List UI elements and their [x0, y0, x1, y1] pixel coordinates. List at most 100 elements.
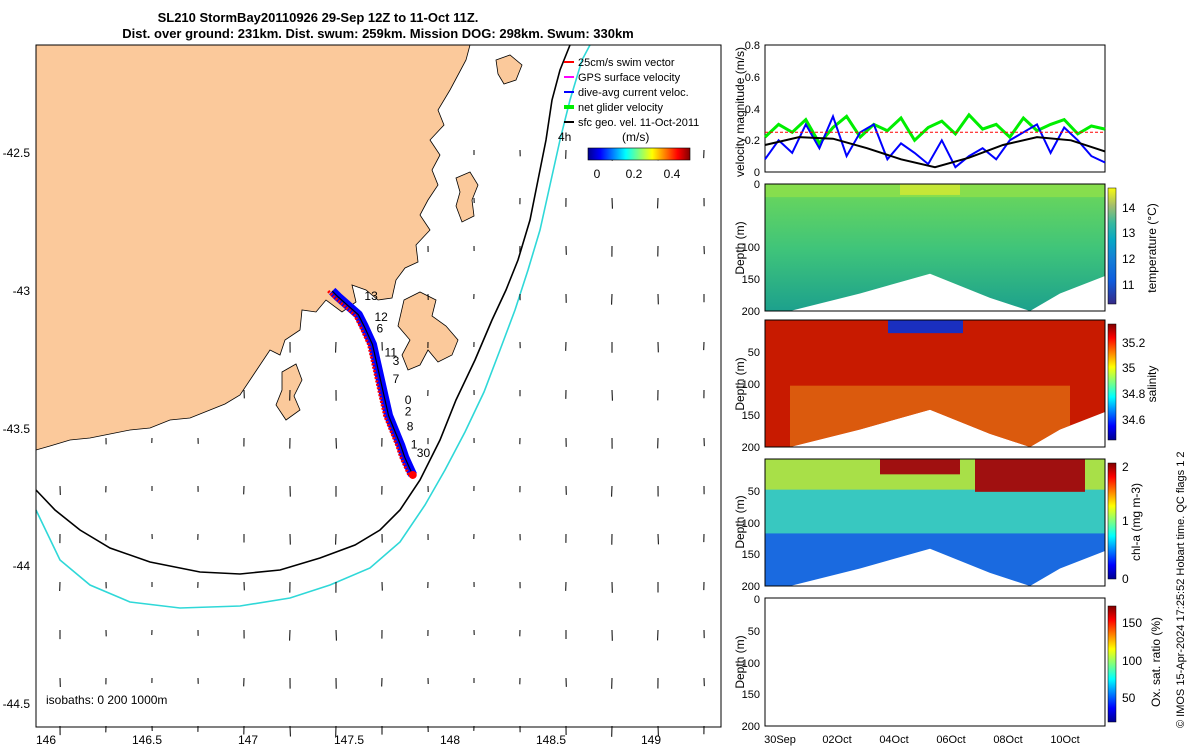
temperature-colorbar	[1107, 187, 1117, 305]
ox-y-tick-0: 0	[754, 594, 760, 606]
chl-cbar-tick-0: 0	[1122, 572, 1129, 586]
chl-y-tick-1: 50	[748, 486, 760, 498]
title-line-1: SL210 StormBay20110926 29-Sep 12Z to 11-…	[158, 10, 479, 25]
swim-vector-track	[327, 290, 411, 476]
velocity-geo-series	[764, 136, 1106, 169]
time-tick-1: 02Oct	[822, 734, 851, 746]
hours-label: 4h	[558, 130, 571, 144]
temp-y-tick-0: 0	[754, 179, 760, 191]
sal-cbar-tick-0: 34.6	[1122, 413, 1146, 427]
track-end-marker	[408, 470, 417, 479]
sal-cbar-tick-3: 35.2	[1122, 336, 1146, 350]
day-label-4: 3	[393, 354, 400, 368]
chlorophyll-cbar-label: chl-a (mg m-3)	[1129, 483, 1143, 561]
legend-swim-label: 25cm/s swim vector	[578, 57, 675, 69]
sal-cbar-tick-2: 35	[1122, 361, 1136, 375]
map-colorbar-title: (m/s)	[622, 130, 649, 144]
day-label-0: 13	[364, 289, 378, 303]
time-tick-4: 08Oct	[993, 734, 1022, 746]
day-label-7: 2	[405, 405, 412, 419]
salinity-frame	[764, 319, 1106, 448]
velocity-ylabel: velocity magnitude (m/s)	[733, 47, 747, 177]
temperature-warm-patch	[900, 184, 960, 195]
chl-y-tick-2: 100	[742, 518, 760, 530]
map-y-tick-3: -44	[13, 559, 31, 573]
map-y-axis: -42.5 -43 -43.5 -44 -44.5	[3, 146, 31, 711]
ox-cbar-tick-1: 100	[1122, 654, 1142, 668]
gps-track-line	[331, 290, 414, 476]
temp-y-tick-4: 200	[742, 306, 760, 318]
time-tick-0: 30Sep	[764, 734, 796, 746]
oxygen-panel: Depth (m) 0 50 100 150 200 50 100 150 Ox…	[733, 594, 1163, 746]
title-line-2: Dist. over ground: 231km. Dist. swum: 25…	[122, 26, 634, 41]
temperature-cbar-label: temperature (°C)	[1145, 203, 1159, 293]
map-y-tick-0: -42.5	[3, 146, 31, 160]
sal-cbar-tick-1: 34.8	[1122, 387, 1146, 401]
map-x-tick-2: 147	[238, 733, 258, 747]
map-legend: 25cm/s swim vector GPS surface velocity …	[558, 57, 699, 181]
ox-y-tick-3: 150	[742, 689, 760, 701]
ox-cbar-tick-2: 150	[1122, 616, 1142, 630]
ox-y-tick-1: 50	[748, 626, 760, 638]
velocity-panel: velocity magnitude (m/s) 0 0.2 0.4 0.6 0…	[733, 40, 1106, 179]
chl-y-tick-4: 200	[742, 581, 760, 593]
sal-y-tick-4: 200	[742, 442, 760, 454]
day-label-5: 7	[393, 372, 400, 386]
map-x-axis: 146 146.5 147 147.5 148 148.5 149	[36, 733, 661, 747]
salinity-panel: Depth (m) 50 100 150 200 34.6 34.8 35 35…	[733, 319, 1159, 454]
map-x-tick-3: 147.5	[334, 733, 364, 747]
sal-y-tick-1: 50	[748, 347, 760, 359]
isobath-label: isobaths: 0 200 1000m	[46, 693, 167, 707]
day-label-8: 8	[407, 419, 414, 433]
oxygen-frame	[764, 597, 1106, 727]
chlorophyll-frame	[764, 458, 1106, 587]
map-frame	[35, 44, 722, 728]
oxygen-colorbar	[1107, 605, 1117, 723]
map-colorbar-tick-1: 0.2	[626, 167, 643, 181]
map-y-tick-2: -43.5	[3, 422, 31, 436]
credit-text: © IMOS 15-Apr-2024 17:25:52 Hobart time.…	[1175, 451, 1187, 728]
day-label-3: 11	[385, 345, 398, 359]
oxygen-cbar-label: Ox. sat. ratio (%)	[1149, 617, 1163, 707]
chl-cbar-tick-1: 1	[1122, 514, 1129, 528]
land-island-maria	[455, 171, 479, 223]
surface-velocity-vectors	[59, 149, 705, 737]
temp-y-tick-3: 150	[742, 274, 760, 286]
isobath-200m	[35, 44, 571, 575]
temperature-ylabel: Depth (m)	[733, 221, 747, 274]
chl-bloom-left	[880, 459, 960, 475]
chl-y-tick-3: 150	[742, 549, 760, 561]
temp-cbar-tick-0: 11	[1122, 278, 1135, 292]
velocity-dive-series	[764, 113, 1106, 169]
temperature-frame	[764, 183, 1106, 312]
day-label-6: 0	[405, 393, 412, 407]
land-peninsula	[397, 291, 459, 371]
map-x-tick-1: 146.5	[132, 733, 162, 747]
time-tick-3: 06Oct	[936, 734, 965, 746]
legend-net-label: net glider velocity	[578, 102, 663, 114]
legend-gps-label: GPS surface velocity	[578, 72, 681, 84]
time-tick-2: 04Oct	[879, 734, 908, 746]
map-colorbar-tick-2: 0.4	[664, 167, 681, 181]
chlorophyll-panel: Depth (m) 50 100 150 200 0 1 2 chl-a (mg…	[733, 458, 1143, 593]
vel-y-tick-3: 0.6	[745, 72, 760, 84]
time-axis: 30Sep 02Oct 04Oct 06Oct 08Oct 10Oct	[764, 734, 1080, 746]
vel-y-tick-1: 0.2	[745, 135, 760, 147]
chl-cbar-tick-2: 2	[1122, 460, 1129, 474]
chl-bloom-right	[975, 459, 1085, 492]
day-label-2: 6	[376, 322, 383, 336]
day-label-1: 12	[374, 310, 388, 324]
oxygen-ylabel: Depth (m)	[733, 635, 747, 688]
temperature-panel: Depth (m) 0 100 150 200 11 12 13 14 temp…	[733, 179, 1159, 318]
salinity-cbar-label: salinity	[1145, 366, 1159, 403]
day-label-9: 1	[411, 437, 418, 451]
ox-cbar-tick-0: 50	[1122, 691, 1136, 705]
land-island-east	[495, 54, 523, 85]
vel-y-tick-0: 0	[754, 167, 760, 179]
isobath-1000m	[35, 44, 591, 609]
map-x-tick-0: 146	[36, 733, 56, 747]
vel-y-tick-2: 0.4	[745, 104, 760, 116]
chlorophyll-colorbar	[1107, 462, 1117, 580]
